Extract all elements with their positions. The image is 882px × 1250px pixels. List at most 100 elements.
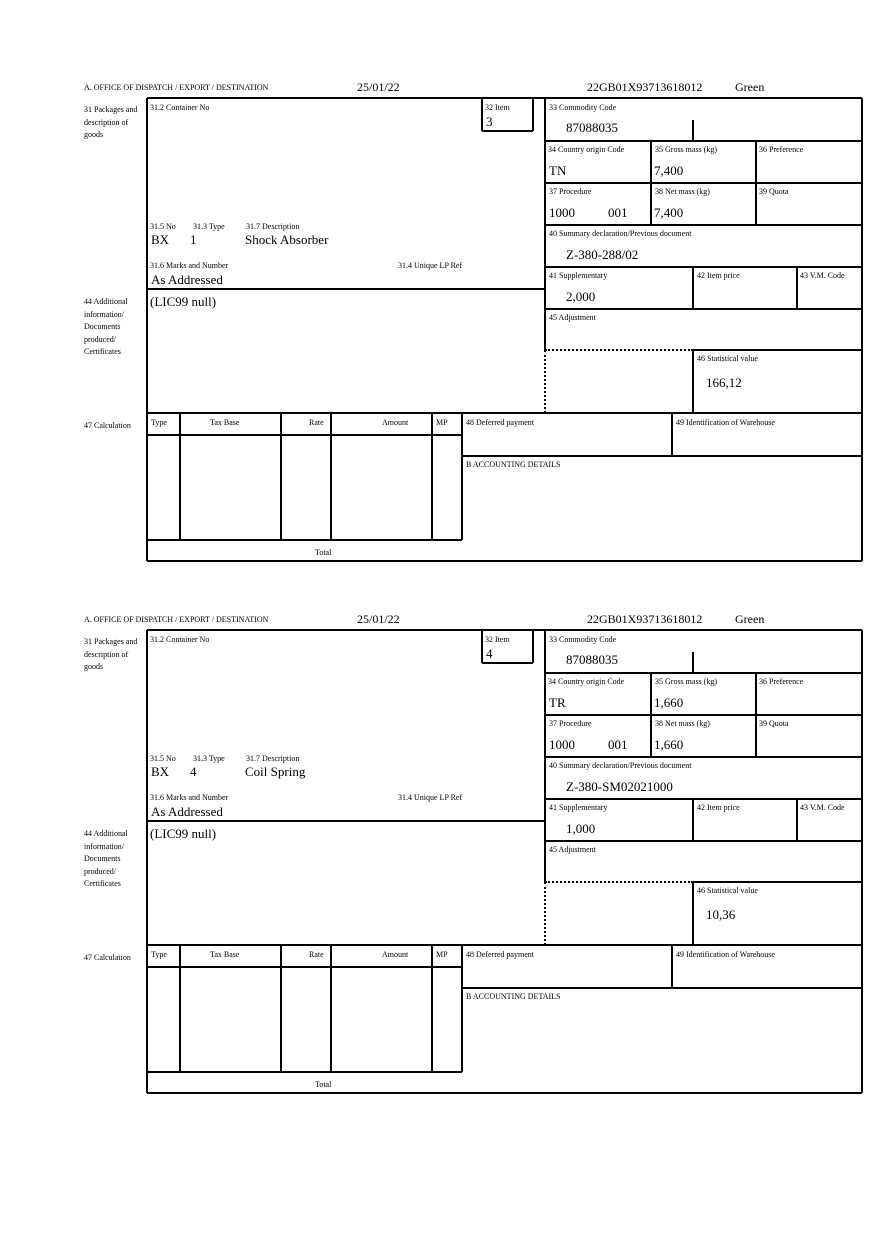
calculation-label: 47 Calculation <box>84 953 131 962</box>
rule <box>280 945 282 1072</box>
additional-info-label: 44 Additional information/ Documents pro… <box>84 297 128 356</box>
calc-column-header: MP <box>436 950 448 959</box>
package-no-label: 31.5 No <box>150 222 176 231</box>
packages-label: 31 Packages and description of goods <box>84 105 138 139</box>
rule <box>532 630 534 663</box>
rule <box>671 945 673 988</box>
additional-info-label: 44 Additional information/ Documents pro… <box>84 829 128 888</box>
statistical-value: 166,12 <box>706 375 742 390</box>
calc-column-header: Rate <box>309 418 324 427</box>
preference-label: 36 Preference <box>759 677 804 686</box>
calc-column-header: Type <box>151 950 167 959</box>
description-label: 31.7 Description <box>246 754 300 763</box>
rule <box>545 714 862 716</box>
rule <box>147 412 862 414</box>
rule <box>330 413 332 540</box>
rule <box>146 98 148 561</box>
rule <box>692 652 694 673</box>
route-status: Green <box>735 80 765 94</box>
supplementary-value: 1,000 <box>566 821 596 836</box>
rule <box>147 539 462 541</box>
rule <box>545 224 862 226</box>
rule <box>755 141 757 225</box>
rule <box>692 350 694 413</box>
commodity-label: 33 Commodity Code <box>549 103 617 112</box>
statistical-value-label: 46 Statistical value <box>697 886 758 895</box>
rule <box>147 288 545 290</box>
rule <box>147 560 862 562</box>
rule <box>461 945 463 1072</box>
net-mass: 7,400 <box>654 205 684 220</box>
rule <box>147 1092 862 1094</box>
summary-label: 40 Summary declaration/Previous document <box>549 761 692 770</box>
rule <box>179 413 181 540</box>
calc-column-header: MP <box>436 418 448 427</box>
unique-ref-label: 31.4 Unique LP Ref <box>398 793 463 802</box>
rule <box>545 266 862 268</box>
rule <box>650 141 652 225</box>
package-count: 1 <box>190 232 197 247</box>
goods-description: Coil Spring <box>245 764 306 779</box>
rule <box>146 630 148 1093</box>
rule <box>461 413 463 540</box>
rule <box>431 413 433 540</box>
dotted-rule <box>544 350 546 413</box>
calc-column-header: Type <box>151 418 167 427</box>
deferred-payment-label: 48 Deferred payment <box>466 418 534 427</box>
unique-ref-label: 31.4 Unique LP Ref <box>398 261 463 270</box>
rule <box>545 308 862 310</box>
marks-value: As Addressed <box>151 804 223 819</box>
item-number: 4 <box>486 646 493 661</box>
dotted-rule <box>545 349 693 351</box>
total-label: Total <box>315 548 332 557</box>
marks-label: 31.6 Marks and Number <box>150 261 229 270</box>
rule <box>545 756 862 758</box>
country-label: 34 Country origin Code <box>548 677 625 686</box>
summary-document: Z-380-SM02021000 <box>566 779 673 794</box>
calculation-label: 47 Calculation <box>84 421 131 430</box>
rule <box>462 987 862 989</box>
procedure-label: 37 Procedure <box>549 187 592 196</box>
rule <box>545 182 862 184</box>
rule <box>330 945 332 1072</box>
packages-label: 31 Packages and description of goods <box>84 637 138 671</box>
section-header: A. OFFICE OF DISPATCH / EXPORT / DESTINA… <box>84 83 269 92</box>
adjustment-label: 45 Adjustment <box>549 313 596 322</box>
rule <box>692 882 694 945</box>
gross-mass-label: 35 Gross mass (kg) <box>655 145 717 154</box>
supplementary-label: 41 Supplementary <box>549 271 608 280</box>
rule <box>462 455 862 457</box>
warehouse-label: 49 Identification of Warehouse <box>676 418 775 427</box>
package-type-label: 31.3 Type <box>193 222 225 231</box>
additional-info-value: (LIC99 null) <box>150 826 217 841</box>
gross-mass: 7,400 <box>654 163 684 178</box>
rule <box>147 1071 462 1073</box>
calc-column-header: Tax Base <box>210 418 240 427</box>
rule <box>147 944 862 946</box>
item-label: 32 Item <box>485 635 510 644</box>
commodity-code: 87088035 <box>566 120 618 135</box>
country-code: TR <box>549 695 566 710</box>
rule <box>482 662 533 664</box>
dotted-rule <box>544 882 546 945</box>
accounting-details-label: B ACCOUNTING DETAILS <box>466 460 561 469</box>
commodity-code: 87088035 <box>566 652 618 667</box>
item-price-label: 42 Item price <box>697 803 740 812</box>
accounting-details-label: B ACCOUNTING DETAILS <box>466 992 561 1001</box>
summary-document: Z-380-288/02 <box>566 247 639 262</box>
gross-mass: 1,660 <box>654 695 684 710</box>
calc-column-header: Tax Base <box>210 950 240 959</box>
rule <box>693 881 862 883</box>
rule <box>545 798 862 800</box>
preference-label: 36 Preference <box>759 145 804 154</box>
quota-label: 39 Quota <box>759 187 789 196</box>
procedure-code: 1000 <box>549 205 575 220</box>
rule <box>796 799 798 841</box>
dotted-rule <box>545 881 693 883</box>
item-number: 3 <box>486 114 493 129</box>
goods-description: Shock Absorber <box>245 232 329 247</box>
rule <box>692 799 694 841</box>
rule <box>755 673 757 757</box>
section-header: A. OFFICE OF DISPATCH / EXPORT / DESTINA… <box>84 615 269 624</box>
rule <box>545 140 862 142</box>
